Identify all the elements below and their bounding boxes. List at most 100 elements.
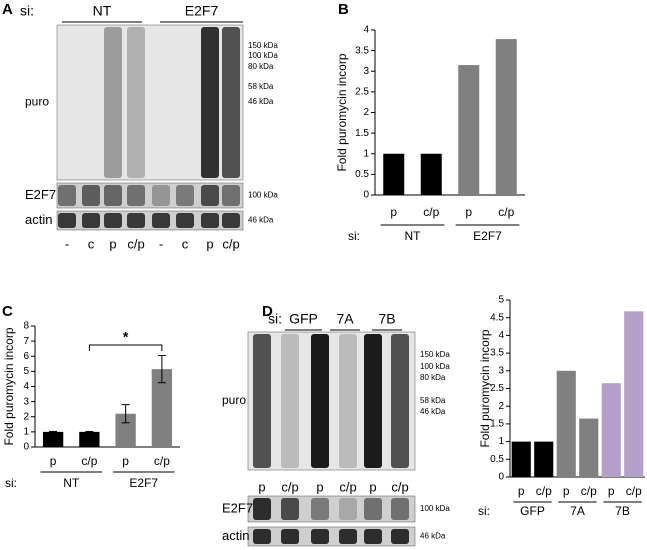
blot-band — [152, 185, 170, 206]
blot-band — [127, 27, 145, 178]
blot-band — [176, 213, 194, 228]
blot-band — [152, 213, 170, 228]
lane-label: - — [159, 236, 163, 251]
y-tick-label: 1 — [363, 148, 369, 159]
kda-marker: 80 kDa — [420, 373, 446, 382]
bar — [556, 370, 576, 477]
y-tick-label: 0 — [23, 442, 29, 453]
group-label: 7A — [336, 311, 354, 327]
blot-band — [253, 529, 271, 544]
blot-band — [58, 185, 76, 206]
y-tick-label: 4 — [498, 330, 504, 341]
blot-band — [364, 529, 382, 544]
blot — [247, 331, 416, 471]
bar — [151, 369, 173, 447]
blot-band — [127, 213, 145, 228]
bar — [420, 153, 442, 195]
row-label: E2F7 — [25, 187, 56, 202]
blot-band — [58, 213, 76, 228]
y-tick-label: 6 — [23, 351, 29, 362]
blot-band — [281, 529, 299, 544]
blot-band — [391, 498, 409, 520]
lane-label: c — [88, 236, 95, 251]
kda-marker: 46 kDa — [248, 216, 274, 225]
kda-marker: 58 kDa — [248, 82, 274, 91]
y-tick-label: 1.5 — [355, 128, 369, 139]
blot-band — [281, 498, 299, 520]
category-label: c/p — [498, 205, 514, 219]
blot-band — [311, 529, 329, 544]
y-tick-label: 0.5 — [355, 169, 369, 180]
blot-band — [127, 185, 145, 206]
bar — [534, 441, 554, 477]
blot-band — [281, 334, 299, 468]
y-tick-label: 3.5 — [490, 348, 504, 359]
category-label: c/p — [423, 205, 439, 219]
blot — [56, 210, 244, 231]
kda-marker: 150 kDa — [420, 350, 450, 359]
si-label: si: — [20, 3, 34, 19]
blot — [247, 495, 416, 523]
blot-band — [82, 213, 100, 228]
y-tick-label: 4.5 — [490, 312, 504, 323]
y-tick-label: 4 — [363, 25, 369, 36]
panel-label: B — [338, 1, 349, 18]
si-label: si: — [478, 504, 490, 518]
y-tick-label: 0 — [363, 190, 369, 201]
group-label: GFP — [289, 311, 318, 327]
bar — [79, 431, 100, 447]
blot-band — [201, 185, 219, 206]
y-tick-label: 2 — [498, 401, 504, 412]
kda-marker: 100 kDa — [420, 362, 450, 371]
y-tick-label: 5 — [23, 366, 29, 377]
group-label: 7A — [570, 504, 585, 518]
blot-band — [364, 498, 382, 520]
panel-label: D — [262, 303, 273, 320]
blot-band — [104, 213, 122, 228]
row-label: E2F7 — [222, 500, 253, 515]
y-tick-label: 3 — [363, 66, 369, 77]
category-label: c/p — [154, 454, 170, 468]
lane-label: p — [369, 479, 376, 494]
y-tick-label: 0.5 — [490, 454, 504, 465]
blot-band — [339, 334, 357, 468]
blot-band — [82, 185, 100, 206]
bar — [579, 418, 599, 477]
y-tick-label: 3 — [23, 396, 29, 407]
y-tick-label: 2 — [23, 411, 29, 422]
bar — [511, 441, 531, 477]
blot-band — [222, 213, 240, 228]
category-label: c/p — [581, 484, 597, 498]
blot-band — [222, 27, 240, 178]
blot-band — [176, 185, 194, 206]
kda-marker: 46 kDa — [420, 407, 446, 416]
y-tick-label: 8 — [23, 321, 29, 332]
bar — [495, 39, 517, 196]
lane-label: p — [109, 236, 116, 251]
lane-label: p — [258, 479, 265, 494]
y-axis-label: Fold puromycin incorp — [335, 53, 349, 171]
category-label: c/p — [626, 484, 642, 498]
category-label: p — [563, 484, 570, 498]
y-tick-label: 1 — [23, 427, 29, 438]
y-tick-label: 1.5 — [490, 419, 504, 430]
lane-label: c/p — [339, 479, 356, 494]
blot — [247, 526, 416, 547]
blot-band — [201, 27, 219, 178]
category-label: p — [608, 484, 615, 498]
blot-band — [311, 498, 329, 520]
y-tick-label: 5 — [498, 295, 504, 306]
category-label: p — [465, 205, 472, 219]
lane-label: p — [206, 236, 213, 251]
group-label: E2F7 — [185, 3, 219, 19]
lane-label: c/p — [281, 479, 298, 494]
category-label: p — [390, 205, 397, 219]
lane-label: - — [65, 236, 69, 251]
bar — [115, 413, 136, 447]
row-label: puro — [222, 393, 246, 407]
kda-marker: 100 kDa — [420, 504, 450, 513]
significance-bracket — [88, 344, 163, 351]
category-label: c/p — [81, 454, 97, 468]
y-axis-label: Fold puromycin incorp — [2, 327, 16, 445]
